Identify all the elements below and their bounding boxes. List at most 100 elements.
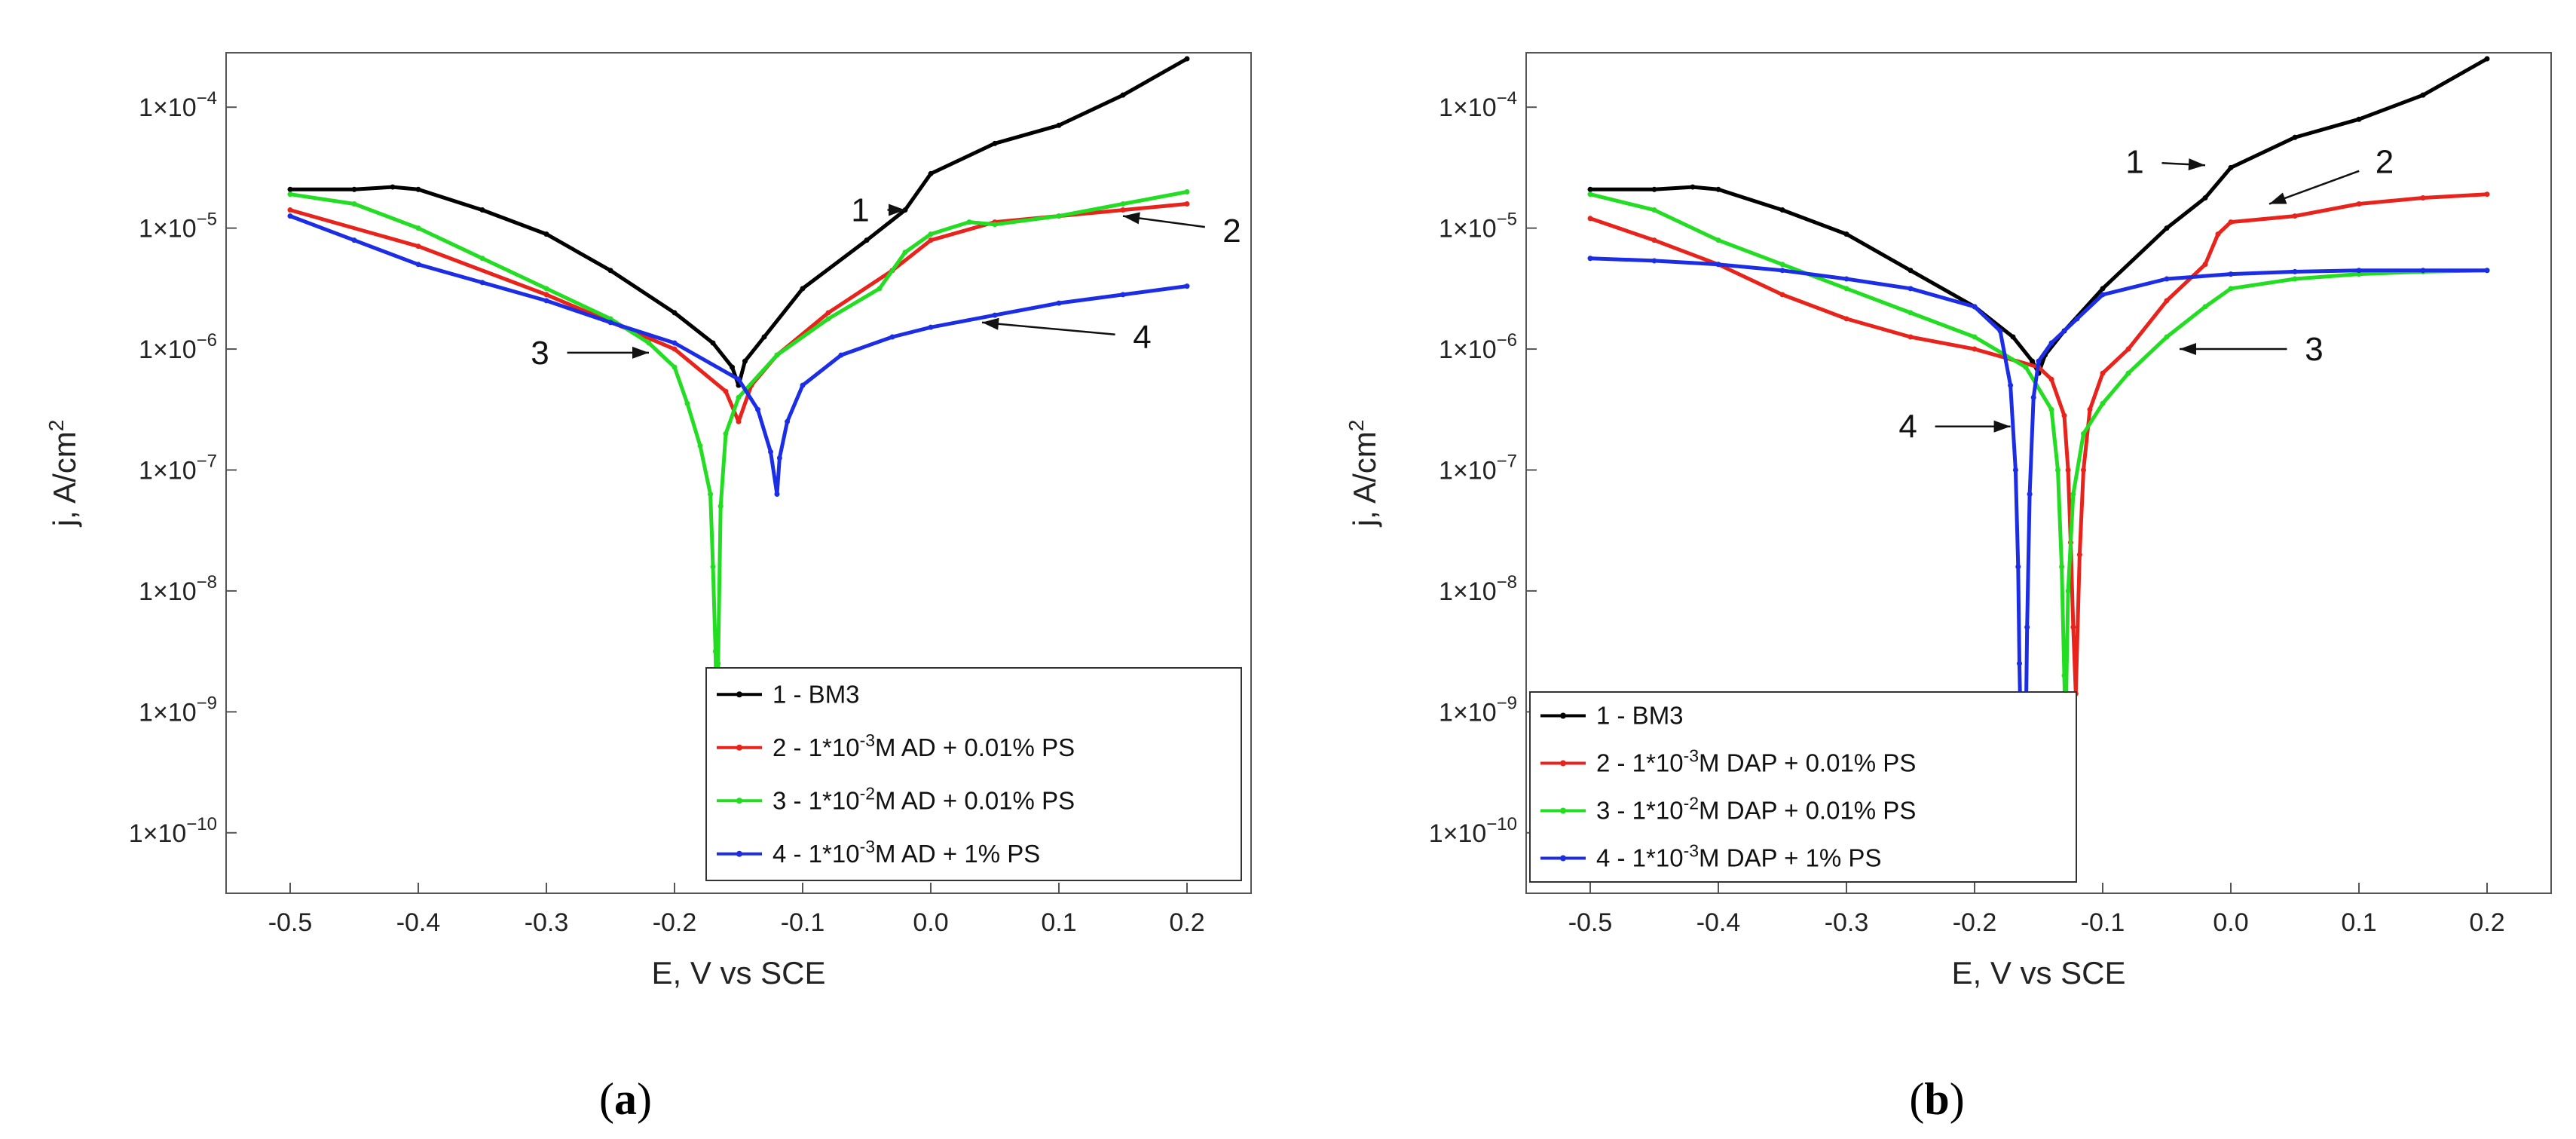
- legend-marker: [736, 691, 742, 698]
- data-point: [774, 352, 780, 358]
- data-point: [1715, 262, 1721, 268]
- y-tick-label: 1×10−6: [1439, 330, 1517, 364]
- data-point: [646, 340, 652, 346]
- data-point: [2081, 467, 2086, 473]
- data-point: [2100, 286, 2106, 292]
- data-point: [2164, 276, 2170, 282]
- annotation-arrow-line: [981, 321, 1115, 336]
- data-point: [697, 442, 703, 449]
- data-point: [2484, 191, 2490, 197]
- data-point: [2030, 358, 2035, 364]
- data-point: [838, 352, 844, 358]
- legend: 1 - BM3 2 - 1*10-3M DAP + 0.01% PS 3 - 1*1…: [1529, 691, 2077, 883]
- data-point: [761, 334, 767, 340]
- data-point: [2228, 164, 2234, 170]
- data-point: [2125, 346, 2131, 352]
- data-point: [2065, 588, 2071, 594]
- data-point: [992, 222, 998, 228]
- series-1: [287, 56, 1190, 388]
- annotation-label-1: 1: [851, 192, 869, 229]
- data-point: [825, 316, 831, 322]
- data-point: [1843, 286, 1849, 292]
- data-point: [928, 324, 934, 330]
- caption-b: (b): [1909, 1074, 1964, 1124]
- data-point: [736, 418, 742, 424]
- x-tick-label: -0.4: [396, 908, 441, 937]
- data-point: [966, 219, 972, 225]
- data-point: [543, 231, 549, 237]
- annotation-label-4: 4: [1898, 409, 1917, 445]
- data-point: [479, 207, 485, 213]
- data-point: [2164, 298, 2170, 304]
- y-tick-label: 1×10−7: [1439, 451, 1517, 485]
- data-point: [1779, 292, 1785, 298]
- legend-entry: 2 - 1*10-3M AD + 0.01% PS: [772, 730, 1075, 761]
- annotation-label-3: 3: [531, 335, 549, 372]
- data-point: [2017, 660, 2022, 666]
- data-point: [2292, 134, 2298, 140]
- data-point: [1184, 56, 1190, 62]
- data-point: [1779, 262, 1785, 268]
- data-point: [825, 310, 831, 316]
- data-point: [2048, 376, 2054, 382]
- data-point: [287, 207, 293, 213]
- data-point: [1908, 310, 1914, 316]
- legend-entry: 2 - 1*10-3M DAP + 0.01% PS: [1596, 746, 1916, 777]
- data-point: [2027, 491, 2033, 498]
- series-4: [287, 213, 1190, 498]
- plot-frame: [1525, 52, 2552, 894]
- panel-a: -0.5 -0.4 -0.3 -0.2 -0.1 0.0 0.1 0.2 1×10−10 1×10…: [44, 52, 1252, 991]
- data-point: [390, 184, 396, 190]
- data-point: [1184, 283, 1190, 289]
- data-point: [2100, 400, 2106, 406]
- data-point: [415, 243, 421, 250]
- data-point: [1056, 300, 1062, 306]
- legend-entry: 3 - 1*10-2M AD + 0.01% PS: [772, 783, 1075, 814]
- data-point: [672, 346, 678, 352]
- data-point: [928, 237, 934, 243]
- legend-entry: 4 - 1*10-3M AD + 1% PS: [772, 837, 1040, 868]
- y-tick-label: 1×10−10: [1429, 814, 1517, 848]
- y-axis-label: j, A/cm2: [44, 420, 82, 528]
- data-point: [2087, 406, 2093, 412]
- x-tick-label: 0.0: [913, 908, 948, 937]
- data-point: [1843, 276, 1849, 282]
- series-line-1: [288, 57, 1189, 387]
- data-point: [2048, 340, 2054, 346]
- data-point: [2420, 268, 2426, 274]
- data-point: [2070, 624, 2076, 630]
- annotation-arrow-head: [889, 204, 905, 216]
- annotation-label-2: 2: [2376, 143, 2394, 180]
- data-point: [776, 455, 782, 461]
- data-point: [1908, 334, 1914, 340]
- series-3: [1587, 191, 2490, 733]
- data-point: [889, 334, 895, 340]
- data-point: [1843, 231, 1849, 237]
- caption-a: (a): [599, 1074, 652, 1124]
- series-line-2: [288, 202, 1189, 424]
- data-point: [1690, 184, 1696, 190]
- data-point: [1120, 292, 1126, 298]
- y-tick-label: 1×10−5: [139, 210, 217, 243]
- data-point: [1587, 186, 1593, 192]
- data-point: [2059, 564, 2065, 570]
- legend-marker: [1560, 855, 1566, 862]
- data-point: [1587, 191, 1593, 197]
- y-tick-label: 1×10−9: [1439, 693, 1517, 727]
- series-line-4: [1588, 256, 2489, 732]
- series-1: [1587, 56, 2490, 376]
- y-tick-label: 1×10−8: [139, 572, 217, 606]
- plot-frame: [225, 52, 1252, 894]
- series-line-3: [288, 190, 1189, 726]
- series-2: [287, 201, 1190, 424]
- data-point: [2356, 201, 2362, 207]
- data-point: [1587, 256, 1593, 262]
- data-point: [672, 310, 678, 316]
- y-tick-label: 1×10−6: [139, 330, 217, 364]
- annotation-arrow-head: [632, 346, 649, 359]
- data-point: [2420, 195, 2426, 201]
- data-point: [607, 320, 613, 326]
- y-tick-label: 1×10−8: [1439, 572, 1517, 606]
- y-tick-label: 1×10−5: [1439, 210, 1517, 243]
- data-point: [287, 191, 293, 197]
